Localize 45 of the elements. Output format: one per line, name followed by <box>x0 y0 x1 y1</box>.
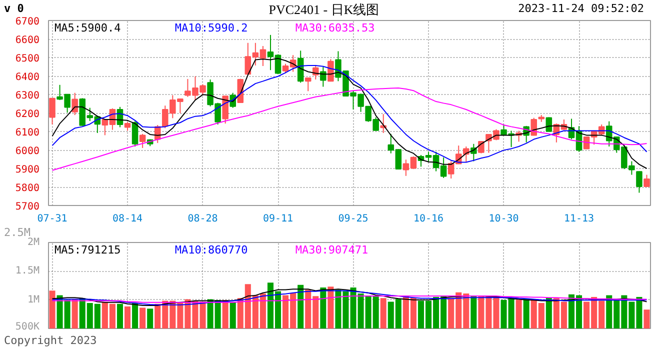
text: MA5:791215 <box>54 244 121 256</box>
y-tick-label: 6100 <box>15 128 40 138</box>
y-tick-label: 6400 <box>15 72 40 83</box>
y-tick-label: 5800 <box>15 183 40 194</box>
x-tick-label: 07-31 <box>37 214 68 224</box>
y-tick-label: 6600 <box>15 35 40 46</box>
text: Copyright 2023 <box>4 333 97 349</box>
text: MA30:907471 <box>295 244 368 256</box>
candlestick <box>644 174 650 188</box>
candlestick <box>636 170 642 194</box>
y-tick-label: 5900 <box>15 164 40 176</box>
text: v 0 <box>4 2 24 15</box>
y-tick-label: 1.5M <box>15 266 40 277</box>
x-tick-label: 08-14 <box>112 214 143 224</box>
y-tick-label: 6500 <box>15 54 40 64</box>
text: 2.5M <box>4 225 30 239</box>
text: 2023-11-24 09:52:02 <box>517 1 644 17</box>
text: MA10:5990.2 <box>174 22 248 34</box>
x-tick-label: 09-25 <box>338 214 368 224</box>
y-tick-label: 6700 <box>15 16 40 28</box>
y-tick-label: 1M <box>27 294 40 306</box>
x-tick-label: 09-11 <box>262 214 294 224</box>
y-tick-label: 2M <box>27 237 40 248</box>
x-tick-label: 08-28 <box>188 214 218 224</box>
line-series <box>52 296 648 303</box>
candlestick <box>222 96 228 124</box>
candlestick <box>304 78 312 92</box>
line-series <box>52 88 648 171</box>
text: MA5:5900.4 <box>54 22 122 34</box>
candlestick <box>320 66 326 88</box>
text: MA10:860770 <box>174 244 248 256</box>
y-tick-label: 6000 <box>15 146 40 157</box>
y-tick-label: 500K <box>15 322 40 332</box>
candlestick <box>139 133 146 148</box>
candlestick <box>132 120 138 147</box>
x-tick-label: 11-13 <box>564 214 594 224</box>
chart-title: PVC2401 - 日K线图 <box>268 1 380 19</box>
y-tick-label: 5700 <box>15 202 40 212</box>
text: MA30:6035.53 <box>295 22 375 34</box>
candlestick <box>49 98 56 125</box>
y-tick-label: 6200 <box>15 109 40 120</box>
x-tick-label: 10-30 <box>488 214 519 224</box>
y-tick-label: 6300 <box>15 90 40 102</box>
x-tick-label: 10-16 <box>413 214 444 224</box>
candlestick <box>72 92 78 116</box>
